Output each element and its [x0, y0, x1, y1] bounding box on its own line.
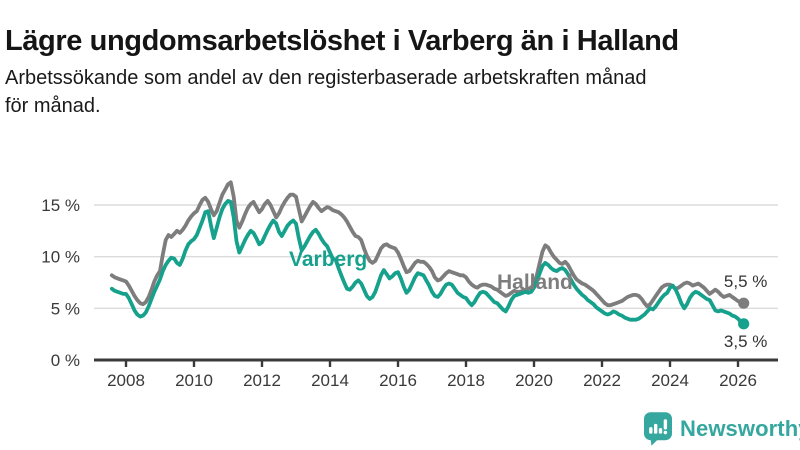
x-axis: 2008 2010 2012 2014 2016 2018 2020 2022 2024 2026 — [94, 358, 778, 390]
subtitle-line-1: Arbetssökande som andel av den registerb… — [5, 67, 647, 89]
varberg-series-label: Varberg — [289, 248, 367, 271]
logo-text: Newsworthy — [680, 416, 800, 441]
y-tick-label: 10 % — [41, 248, 80, 267]
x-tick-label: 2018 — [447, 371, 485, 390]
x-tick-label: 2008 — [107, 371, 145, 390]
x-tick-label: 2016 — [379, 371, 417, 390]
varberg-end-value-label: 3,5 % — [724, 332, 767, 351]
y-tick-label: 0 % — [51, 351, 80, 370]
halland-line — [109, 180, 746, 309]
y-tick-label: 15 % — [41, 196, 80, 215]
x-tick-label: 2010 — [175, 371, 213, 390]
y-tick-label: 5 % — [51, 299, 80, 318]
y-axis-labels: 0 % 5 % 10 % 15 % — [41, 196, 80, 370]
newsworthy-brand: Newsworthy — [644, 410, 800, 448]
series: 5,5 % Halland 3,5 % Varberg — [109, 180, 767, 351]
x-tick-label: 2024 — [651, 371, 689, 390]
subtitle-line-2: för månad. — [5, 95, 101, 117]
x-tick-label: 2014 — [311, 371, 349, 390]
newsworthy-logo-icon — [644, 412, 672, 446]
x-tick-label: 2022 — [583, 371, 621, 390]
varberg-end-dot — [738, 318, 750, 330]
halland-series-label: Halland — [497, 271, 573, 294]
halland-end-dot — [738, 297, 750, 309]
x-tick-label: 2012 — [243, 371, 281, 390]
halland-end-value-label: 5,5 % — [724, 272, 767, 291]
page-title: Lägre ungdomsarbetslöshet i Varberg än i… — [5, 25, 679, 58]
x-tick-label: 2020 — [515, 371, 553, 390]
varberg-line — [109, 198, 746, 326]
chart-subtitle: Arbetssökande som andel av den registerb… — [5, 64, 795, 120]
x-tick-label: 2026 — [719, 371, 757, 390]
